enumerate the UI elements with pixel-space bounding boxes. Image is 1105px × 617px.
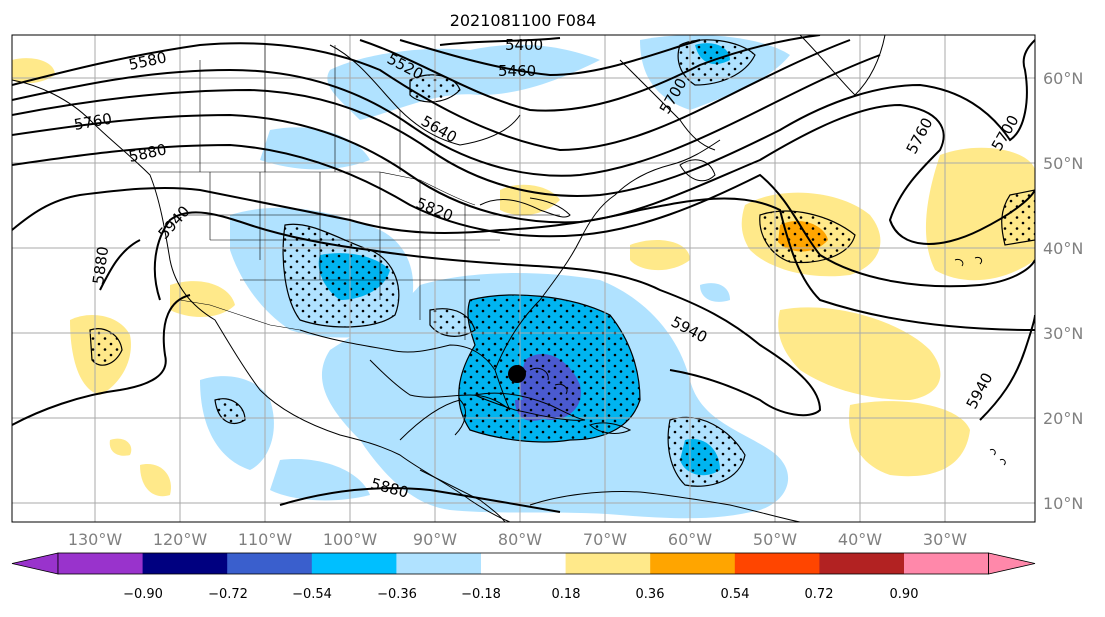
colorbar-tick-label: 0.54 xyxy=(721,587,750,602)
colorbar-segment xyxy=(58,553,144,574)
contour-5460 xyxy=(399,39,701,77)
latitude-label: 50°N xyxy=(1043,154,1083,173)
colorbar-tick-label: −0.36 xyxy=(377,587,417,602)
colorbar-tick-label: −0.90 xyxy=(123,587,163,602)
positive-anomaly-yellow xyxy=(778,307,941,400)
longitude-label: 110°W xyxy=(238,530,293,549)
colorbar-segment xyxy=(227,553,313,574)
contour-label: 5460 xyxy=(498,62,536,80)
colorbar-tick-label: 0.72 xyxy=(805,587,834,602)
significance-stipple xyxy=(667,416,746,487)
negative-anomaly-light-blue xyxy=(270,459,370,501)
longitude-label: 50°W xyxy=(753,530,797,549)
contour-5760 xyxy=(12,103,1035,245)
latitude-label: 30°N xyxy=(1043,324,1083,343)
longitude-label: 30°W xyxy=(923,530,967,549)
significance-stipple xyxy=(282,223,400,328)
colorbar-segment xyxy=(734,553,820,574)
colorbar-tick-label: 0.18 xyxy=(552,587,581,602)
colorbar-tick-label: −0.18 xyxy=(461,587,501,602)
positive-anomaly-yellow xyxy=(500,184,560,216)
colorbar xyxy=(11,552,1036,575)
significance-stipple xyxy=(89,328,123,366)
colorbar-extend-low xyxy=(11,552,59,575)
colorbar-segment xyxy=(142,553,228,574)
central-america xyxy=(419,469,506,522)
positive-anomaly-yellow xyxy=(109,438,132,456)
azores xyxy=(954,257,983,267)
contour-5580 xyxy=(12,39,851,152)
significance-stipple xyxy=(214,398,246,424)
height-contours xyxy=(12,35,1035,513)
longitude-label: 70°W xyxy=(583,530,627,549)
colorbar-tick-label: 0.36 xyxy=(636,587,665,602)
significance-stipple xyxy=(677,39,756,86)
significance-stipple xyxy=(1001,189,1035,246)
south-america-coast xyxy=(529,491,801,522)
colorbar-segment xyxy=(565,553,651,574)
colorbar-segment xyxy=(311,553,397,574)
colorbar-ticks: −0.90 −0.72 −0.54 −0.36 −0.18 0.18 0.36 … xyxy=(123,587,918,602)
colorbar-extend-high xyxy=(988,552,1036,575)
cuba xyxy=(473,392,586,421)
contour-5640 xyxy=(12,54,881,177)
negative-anomaly-light-blue xyxy=(327,44,600,120)
contour-5400 xyxy=(439,37,561,46)
contour-5520 xyxy=(359,35,821,112)
colorbar-segment xyxy=(650,553,736,574)
contour-label: 5880 xyxy=(89,245,112,285)
contour-5820 xyxy=(12,143,1035,288)
anomaly-shading xyxy=(12,35,1035,519)
hudson-bay xyxy=(329,44,521,146)
great-lakes xyxy=(479,197,571,218)
chart-title: 2021081100 F084 xyxy=(450,11,597,30)
contour-5700 xyxy=(12,39,1035,197)
state-lines xyxy=(180,172,560,340)
colorbar-tick-label: 0.90 xyxy=(890,587,919,602)
graticule xyxy=(12,35,1035,522)
colorbar-tick-label: −0.54 xyxy=(292,587,332,602)
bahamas xyxy=(529,367,568,395)
longitude-axis: 130°W 120°W 110°W 100°W 90°W 80°W 70°W 6… xyxy=(68,530,967,549)
north-america-west-coast xyxy=(12,79,511,522)
negative-anomaly-light-blue xyxy=(700,283,730,302)
longitude-label: 130°W xyxy=(68,530,123,549)
latitude-axis: 60°N 50°N 40°N 30°N 20°N 10°N xyxy=(1043,69,1083,513)
newfoundland xyxy=(679,159,716,182)
cape-verde xyxy=(989,449,1006,466)
us-mexico-border xyxy=(179,299,301,331)
latitude-label: 40°N xyxy=(1043,239,1083,258)
latitude-label: 10°N xyxy=(1043,494,1083,513)
positive-anomaly-yellow xyxy=(849,401,970,477)
colorbar-tick-label: −0.72 xyxy=(208,587,248,602)
colorbar-border xyxy=(57,552,989,575)
longitude-label: 120°W xyxy=(153,530,208,549)
colorbar-segment xyxy=(396,553,482,574)
storm-center-marker xyxy=(508,365,526,383)
longitude-label: 80°W xyxy=(498,530,542,549)
contour-label: 5400 xyxy=(505,36,543,54)
yucatan xyxy=(399,399,466,441)
colorbar-segment xyxy=(819,553,905,574)
longitude-label: 100°W xyxy=(323,530,378,549)
latitude-label: 60°N xyxy=(1043,69,1083,88)
contour-5880 xyxy=(12,186,1035,513)
contour-5940 xyxy=(153,211,1035,421)
colorbar-segment xyxy=(904,553,990,574)
map-frame xyxy=(11,34,1036,523)
us-canada-border xyxy=(150,171,476,206)
latitude-label: 20°N xyxy=(1043,409,1083,428)
hispaniola xyxy=(589,422,632,434)
map-area: 5400 5460 5520 5580 5640 5700 5700 5760 … xyxy=(12,35,1035,522)
longitude-label: 40°W xyxy=(838,530,882,549)
longitude-label: 60°W xyxy=(668,530,712,549)
positive-anomaly-yellow xyxy=(925,147,1035,281)
gulf-coast xyxy=(299,329,511,411)
significance-stipple xyxy=(429,308,476,337)
positive-anomaly-yellow xyxy=(140,464,171,497)
colorbar-segment xyxy=(481,553,567,574)
longitude-label: 90°W xyxy=(413,530,457,549)
